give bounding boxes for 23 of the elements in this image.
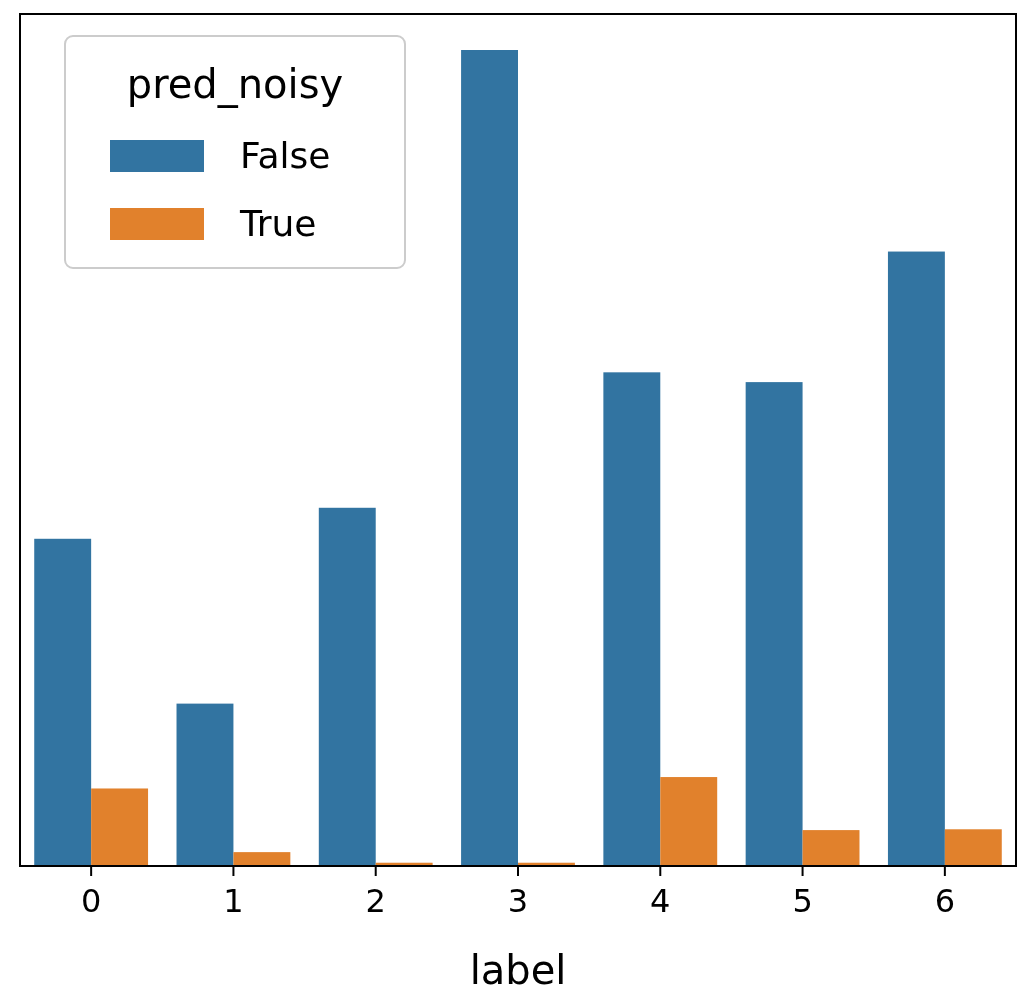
legend-label: True: [239, 203, 317, 244]
bar: [461, 50, 518, 866]
bar: [802, 830, 860, 866]
bar: [944, 829, 1002, 866]
x-tick-label: 0: [80, 882, 102, 920]
x-tick-label: 4: [650, 882, 671, 920]
x-tick-label: 1: [223, 882, 244, 920]
bar: [318, 507, 376, 866]
bar: [660, 777, 718, 866]
bar: [233, 852, 291, 866]
legend-label: False: [240, 135, 331, 176]
x-tick-label: 6: [934, 882, 956, 920]
bar: [887, 251, 945, 866]
bar: [91, 788, 149, 866]
bar: [603, 372, 661, 866]
x-tick-label: 2: [365, 882, 386, 920]
legend-title: pred_noisy: [126, 61, 344, 108]
x-tick-label: 5: [792, 882, 813, 920]
x-tick-label: 3: [507, 882, 529, 920]
bar: [34, 538, 92, 866]
bar: [745, 382, 803, 866]
x-axis-title: label: [469, 947, 567, 993]
bar: [176, 703, 234, 866]
